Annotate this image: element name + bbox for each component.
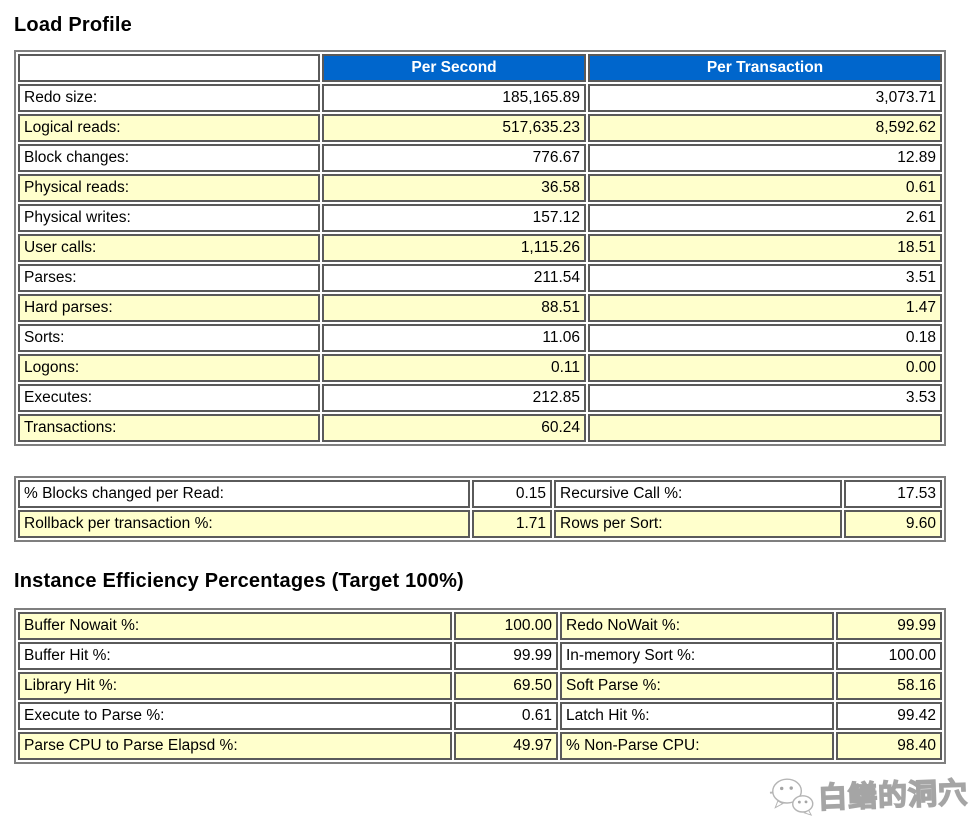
metric-value: 49.97 [454,732,558,760]
table-row: Logons: 0.11 0.00 [18,354,942,382]
metric-per-second: 36.58 [322,174,586,202]
metric-value: 100.00 [836,642,942,670]
metric-per-second: 517,635.23 [322,114,586,142]
metric-label: Execute to Parse %: [18,702,452,730]
metric-value: 100.00 [454,612,558,640]
metric-label: Buffer Hit %: [18,642,452,670]
metric-value: 0.15 [472,480,552,508]
table-row: Logical reads: 517,635.23 8,592.62 [18,114,942,142]
metric-label: User calls: [18,234,320,262]
metric-value: 99.99 [836,612,942,640]
metric-label: Logons: [18,354,320,382]
header-cell-per-transaction: Per Transaction [588,54,942,82]
metric-label: Hard parses: [18,294,320,322]
metric-label: Executes: [18,384,320,412]
metric-per-second: 212.85 [322,384,586,412]
instance-efficiency-table: Buffer Nowait %: 100.00 Redo NoWait %: 9… [14,608,946,764]
metric-label: Logical reads: [18,114,320,142]
metric-label: Transactions: [18,414,320,442]
metric-per-transaction: 3,073.71 [588,84,942,112]
metric-label: Redo size: [18,84,320,112]
load-profile-title: Load Profile [14,14,132,36]
metric-per-transaction: 8,592.62 [588,114,942,142]
metric-label: In-memory Sort %: [560,642,834,670]
metric-per-second: 60.24 [322,414,586,442]
metric-per-transaction: 2.61 [588,204,942,232]
table-row: Library Hit %: 69.50 Soft Parse %: 58.16 [18,672,942,700]
metric-label: Redo NoWait %: [560,612,834,640]
header-cell-per-second: Per Second [322,54,586,82]
ratios-table: % Blocks changed per Read: 0.15 Recursiv… [14,476,946,542]
table-row: Transactions: 60.24 [18,414,942,442]
metric-per-transaction: 0.00 [588,354,942,382]
table-row: Rollback per transaction %: 1.71 Rows pe… [18,510,942,538]
metric-label: Block changes: [18,144,320,172]
header-cell-blank [18,54,320,82]
metric-per-second: 185,165.89 [322,84,586,112]
metric-per-second: 1,115.26 [322,234,586,262]
load-profile-table: Per Second Per Transaction Redo size: 18… [14,50,946,446]
table-row: Sorts: 11.06 0.18 [18,324,942,352]
table-row: Execute to Parse %: 0.61 Latch Hit %: 99… [18,702,942,730]
metric-label: Soft Parse %: [560,672,834,700]
watermark: 白鳝的洞穴 [767,765,969,824]
table-row: Physical reads: 36.58 0.61 [18,174,942,202]
metric-value: 0.61 [454,702,558,730]
metric-label: Buffer Nowait %: [18,612,452,640]
metric-label: % Non-Parse CPU: [560,732,834,760]
table-row: Physical writes: 157.12 2.61 [18,204,942,232]
metric-label: % Blocks changed per Read: [18,480,470,508]
metric-label: Parses: [18,264,320,292]
metric-per-transaction [588,414,942,442]
metric-per-transaction: 1.47 [588,294,942,322]
metric-per-second: 157.12 [322,204,586,232]
metric-label: Physical writes: [18,204,320,232]
metric-per-transaction: 18.51 [588,234,942,262]
metric-label: Recursive Call %: [554,480,842,508]
metric-label: Rows per Sort: [554,510,842,538]
metric-label: Latch Hit %: [560,702,834,730]
metric-per-second: 0.11 [322,354,586,382]
watermark-text: 白鳝的洞穴 [817,777,970,816]
table-row: Hard parses: 88.51 1.47 [18,294,942,322]
table-row: User calls: 1,115.26 18.51 [18,234,942,262]
table-row: Buffer Hit %: 99.99 In-memory Sort %: 10… [18,642,942,670]
metric-value: 17.53 [844,480,942,508]
table-row: Executes: 212.85 3.53 [18,384,942,412]
metric-per-transaction: 0.18 [588,324,942,352]
metric-per-transaction: 12.89 [588,144,942,172]
metric-label: Rollback per transaction %: [18,510,470,538]
metric-value: 1.71 [472,510,552,538]
metric-per-transaction: 0.61 [588,174,942,202]
metric-per-transaction: 3.53 [588,384,942,412]
metric-per-transaction: 3.51 [588,264,942,292]
metric-label: Sorts: [18,324,320,352]
metric-per-second: 11.06 [322,324,586,352]
metric-per-second: 88.51 [322,294,586,322]
table-row: % Blocks changed per Read: 0.15 Recursiv… [18,480,942,508]
metric-label: Physical reads: [18,174,320,202]
table-row: Parses: 211.54 3.51 [18,264,942,292]
wechat-icon [769,778,814,816]
table-row: Parse CPU to Parse Elapsd %: 49.97 % Non… [18,732,942,760]
metric-per-second: 211.54 [322,264,586,292]
metric-value: 99.42 [836,702,942,730]
metric-label: Library Hit %: [18,672,452,700]
table-row: Redo size: 185,165.89 3,073.71 [18,84,942,112]
load-profile-header-row: Per Second Per Transaction [18,54,942,82]
metric-value: 99.99 [454,642,558,670]
metric-value: 9.60 [844,510,942,538]
table-row: Buffer Nowait %: 100.00 Redo NoWait %: 9… [18,612,942,640]
metric-value: 69.50 [454,672,558,700]
table-row: Block changes: 776.67 12.89 [18,144,942,172]
instance-efficiency-title: Instance Efficiency Percentages (Target … [14,570,464,592]
metric-value: 98.40 [836,732,942,760]
metric-per-second: 776.67 [322,144,586,172]
metric-value: 58.16 [836,672,942,700]
metric-label: Parse CPU to Parse Elapsd %: [18,732,452,760]
